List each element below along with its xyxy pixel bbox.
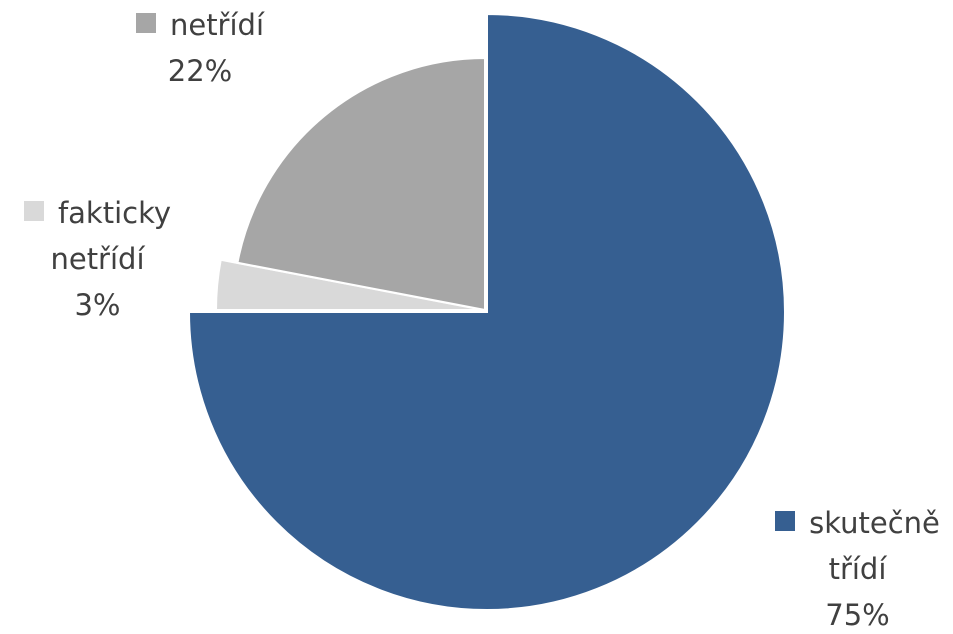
category-line: fakticky netřídí [10, 190, 185, 282]
category-line: netřídí [110, 2, 290, 48]
value-label: 75% [825, 598, 890, 632]
pie-slice [236, 56, 486, 312]
category-label: fakticky netřídí [50, 196, 172, 276]
legend-swatch [135, 13, 156, 33]
legend-swatch [23, 201, 44, 221]
category-label: skutečně třídí [809, 506, 940, 586]
category-line: skutečně třídí [760, 500, 953, 592]
value-label: 22% [167, 54, 233, 88]
legend-swatch [775, 511, 796, 531]
slice-label: fakticky netřídí 3% [10, 190, 185, 328]
category-label: netřídí [169, 8, 265, 42]
pie-slice [187, 12, 786, 611]
slice-label: netřídí 22% [110, 2, 290, 94]
value-label: 3% [74, 288, 121, 322]
slice-label: skutečně třídí 75% [760, 500, 953, 634]
